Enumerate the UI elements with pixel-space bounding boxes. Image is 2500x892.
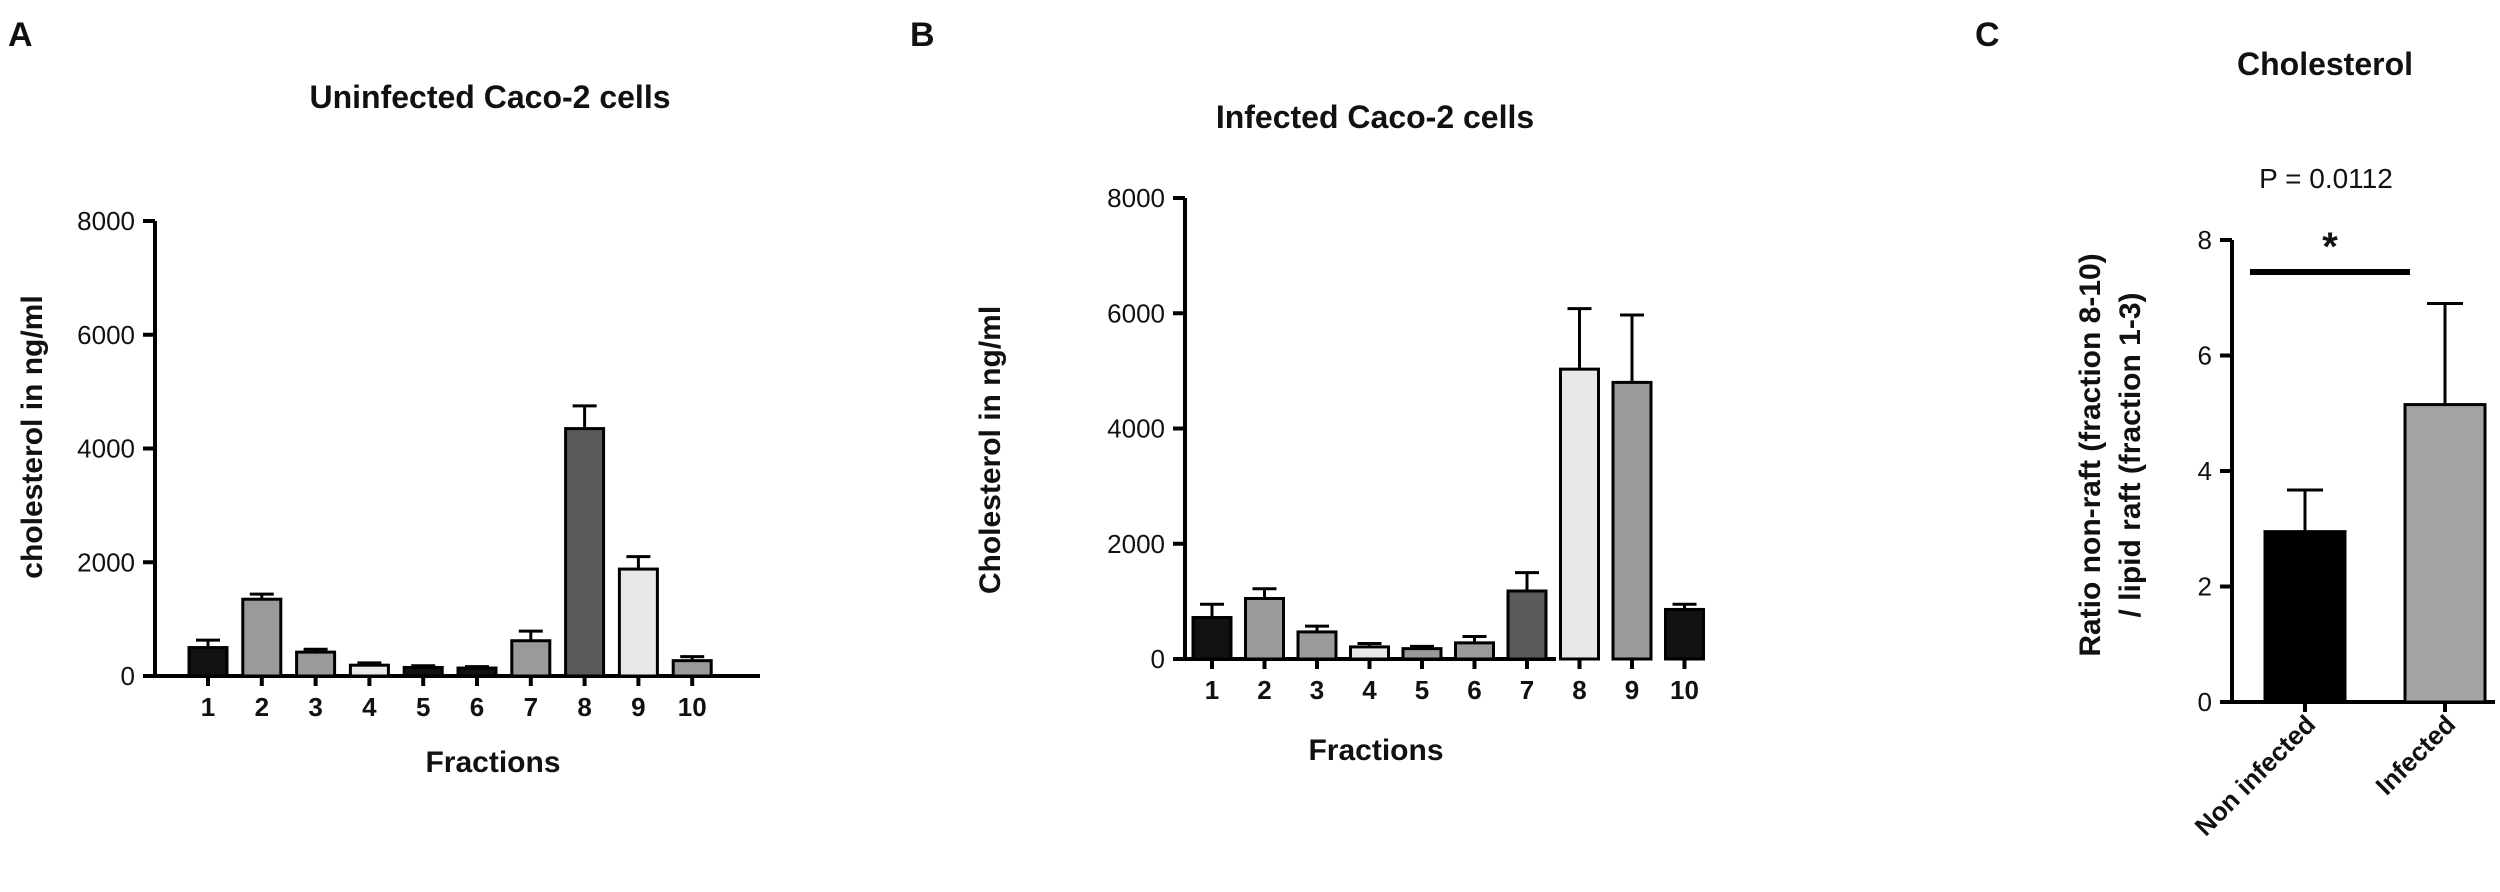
panel-b: B Infected Caco-2 cells Cholesterol in n… — [910, 16, 1705, 767]
y-tick-label: 8000 — [77, 206, 135, 236]
bar-7 — [1506, 589, 1548, 661]
bar-3 — [295, 650, 337, 678]
bar-2 — [1244, 596, 1285, 661]
x-category-label: 3 — [308, 692, 322, 722]
x-category-label: 10 — [678, 692, 707, 722]
bar-7 — [510, 639, 552, 678]
x-category-label: 4 — [1362, 675, 1377, 705]
chart-title: Uninfected Caco-2 cells — [310, 79, 671, 115]
x-category-label: 9 — [631, 692, 645, 722]
panel-letter: C — [1975, 16, 2000, 54]
bar-6 — [1454, 641, 1495, 661]
x-category-label: 2 — [1257, 675, 1271, 705]
chart-title: Cholesterol — [2237, 46, 2413, 82]
y-tick-label: 2 — [2198, 572, 2212, 602]
bar-infected — [2403, 403, 2487, 704]
x-axis-title: Fractions — [1308, 734, 1443, 767]
x-category-label: 10 — [1670, 675, 1699, 705]
x-category-label: 7 — [1520, 675, 1534, 705]
y-tick-label: 8 — [2198, 225, 2212, 255]
bar-5 — [402, 665, 444, 678]
y-axis-title: Cholesterol in ng/ml — [974, 306, 1007, 594]
x-category-label: 3 — [1310, 675, 1324, 705]
x-category-label: 5 — [1415, 675, 1429, 705]
x-category-label: 6 — [470, 692, 484, 722]
bars — [187, 404, 713, 678]
bar-1 — [187, 646, 229, 678]
bars — [1191, 307, 1705, 661]
y-tick-label: 8000 — [1107, 183, 1165, 213]
y-tick-label: 6000 — [77, 320, 135, 350]
bar-8 — [564, 427, 606, 678]
bar-6 — [456, 666, 498, 678]
bar-non-infected — [2263, 530, 2347, 704]
x-category-label: 6 — [1467, 675, 1481, 705]
y-tick-label: 0 — [1151, 644, 1165, 674]
bar-2 — [241, 597, 283, 678]
y-tick-label: 4000 — [1107, 414, 1165, 444]
y-tick-label: 2000 — [1107, 529, 1165, 559]
panel-c: C Cholesterol P = 0.0112 * Ratio non-raf… — [1975, 16, 2495, 842]
x-category-label: 4 — [362, 692, 377, 722]
x-category-label: 9 — [1625, 675, 1639, 705]
bar-4 — [1349, 645, 1390, 661]
x-category-label: 8 — [577, 692, 591, 722]
x-category-label: 8 — [1572, 675, 1586, 705]
y-tick-label: 6 — [2198, 341, 2212, 371]
y-tick-label: 4 — [2198, 456, 2212, 486]
y-tick-label: 0 — [2198, 687, 2212, 717]
x-category-label: Non infected — [2189, 709, 2322, 842]
bar-4 — [348, 663, 390, 678]
bar-1 — [1191, 616, 1233, 661]
x-axis-title: Fractions — [425, 746, 560, 779]
bar-10 — [1664, 607, 1705, 661]
y-tick-label: 6000 — [1107, 298, 1165, 328]
bar-10 — [671, 659, 713, 678]
panel-letter: A — [8, 16, 33, 54]
panel-a: A Uninfected Caco-2 cells cholesterol in… — [8, 16, 760, 779]
y-axis-title-line2: / lipid raft (fraction 1-3) — [2114, 292, 2147, 617]
significance-star: * — [2322, 225, 2338, 269]
bar-5 — [1401, 647, 1443, 661]
x-category-label: Infected — [2370, 709, 2462, 801]
bar-8 — [1559, 367, 1600, 661]
y-tick-label: 2000 — [77, 547, 135, 577]
x-category-label: 7 — [524, 692, 538, 722]
p-value-annotation: P = 0.0112 — [2259, 163, 2393, 194]
x-category-label: 2 — [255, 692, 269, 722]
y-tick-label: 0 — [121, 661, 135, 691]
axes: 0 2000 4000 6000 8000 1 2 3 4 5 6 7 8 9 10 — [77, 206, 760, 722]
x-category-label: 1 — [201, 692, 215, 722]
bar-9 — [1611, 380, 1653, 661]
y-axis-title-line1: Ratio non-raft (fraction 8-10) — [2074, 253, 2107, 656]
x-category-label: 5 — [416, 692, 430, 722]
y-axis-title: cholesterol in ng/ml — [16, 295, 49, 578]
bars — [2263, 302, 2487, 704]
x-category-label: 1 — [1205, 675, 1219, 705]
bar-3 — [1296, 630, 1338, 661]
bar-9 — [617, 567, 659, 678]
chart-title: Infected Caco-2 cells — [1216, 99, 1534, 135]
panel-letter: B — [910, 16, 935, 54]
y-tick-label: 4000 — [77, 434, 135, 464]
